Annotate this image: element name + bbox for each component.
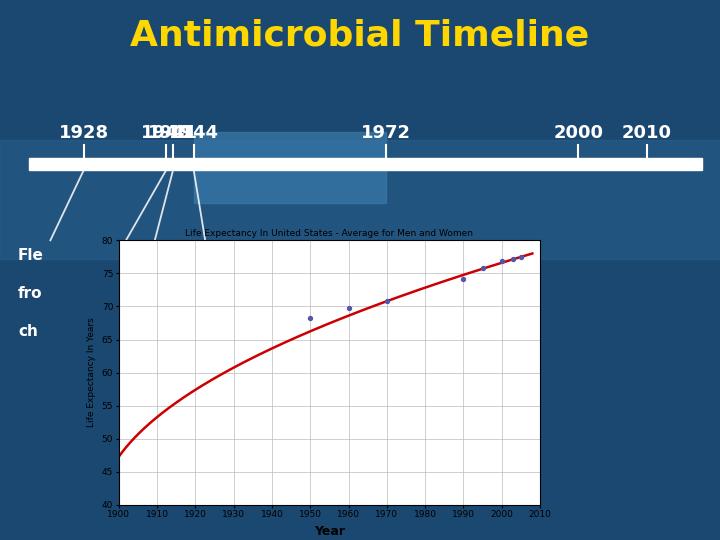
Text: ch: ch [18,324,38,339]
Point [381,297,392,306]
Text: 1940: 1940 [141,124,192,142]
Point [515,253,526,262]
Text: fro: fro [18,286,42,301]
Point [343,304,354,313]
Text: 1928: 1928 [59,124,109,142]
Bar [0,140,720,259]
Point [305,314,316,323]
Title: Life Expectancy In United States - Average for Men and Women: Life Expectancy In United States - Avera… [185,229,474,238]
Text: Antimicrobial Timeline: Antimicrobial Timeline [130,19,590,53]
Text: 1972: 1972 [361,124,411,142]
X-axis label: Year: Year [314,525,345,538]
Text: Fle: Fle [18,248,44,264]
Y-axis label: Life Expectancy In Years: Life Expectancy In Years [87,318,96,428]
Text: 2010: 2010 [622,124,672,142]
Point [508,255,519,264]
Text: 1941: 1941 [148,124,198,142]
Point [496,257,508,266]
Text: 1944: 1944 [168,124,219,142]
Point [477,264,488,272]
Text: 2000: 2000 [554,124,603,142]
Point [458,274,469,283]
Bar [194,132,386,202]
Bar [29,158,702,170]
